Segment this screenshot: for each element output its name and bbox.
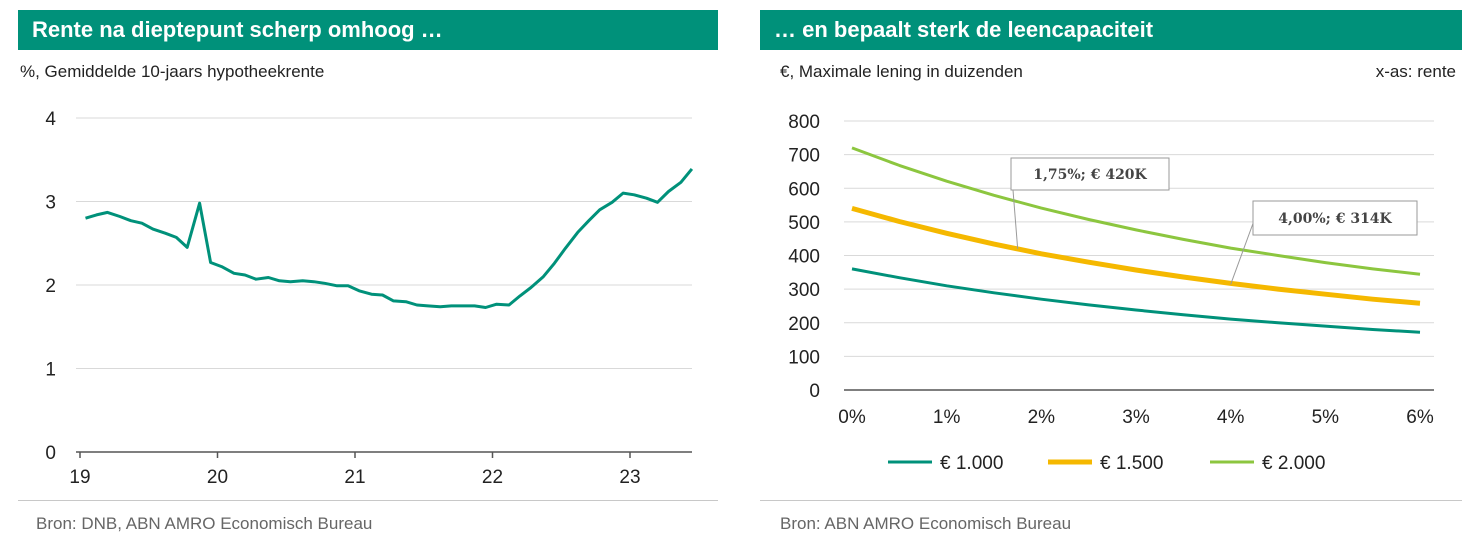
x-tick-label: 6% bbox=[1406, 407, 1434, 428]
right-source-divider bbox=[760, 500, 1462, 501]
x-tick-label: 22 bbox=[482, 467, 503, 488]
x-tick-label: 2% bbox=[1028, 407, 1056, 428]
right-chart-subtitle: €, Maximale lening in duizenden bbox=[780, 62, 1023, 81]
legend-label: € 2.000 bbox=[1262, 453, 1325, 474]
y-tick-label: 4 bbox=[45, 109, 56, 130]
right-source: Bron: ABN AMRO Economisch Bureau bbox=[780, 514, 1072, 533]
y-tick-label: 600 bbox=[788, 179, 820, 200]
right-axis-note: x-as: rente bbox=[1375, 62, 1456, 81]
y-tick-label: 400 bbox=[788, 247, 820, 268]
loan-line-1000 bbox=[851, 267, 1421, 334]
loan-line-2000 bbox=[851, 146, 1421, 276]
callout-box bbox=[1252, 200, 1418, 236]
callout-leader bbox=[1230, 217, 1256, 285]
y-tick-label: 0 bbox=[45, 443, 56, 464]
y-tick-label: 1 bbox=[45, 360, 56, 381]
x-tick-label: 4% bbox=[1217, 407, 1245, 428]
y-tick-label: 200 bbox=[788, 314, 820, 335]
left-source-divider bbox=[18, 500, 718, 501]
right-chart-panel: … en bepaalt sterk de leencapaciteit €, … bbox=[740, 0, 1478, 549]
y-tick-label: 700 bbox=[788, 146, 820, 167]
x-tick-label: 5% bbox=[1312, 407, 1340, 428]
y-tick-label: 2 bbox=[45, 276, 56, 297]
x-tick-label: 23 bbox=[619, 467, 640, 488]
legend-label: € 1.000 bbox=[940, 453, 1003, 474]
callout-label: 4,00%; € 314K bbox=[1278, 211, 1392, 227]
callout-label: 1,75%; € 420K bbox=[1033, 167, 1147, 183]
left-chart-title: Rente na dieptepunt scherp omhoog … bbox=[18, 10, 718, 50]
x-tick-label: 3% bbox=[1122, 407, 1150, 428]
right-chart-title: … en bepaalt sterk de leencapaciteit bbox=[760, 10, 1462, 50]
y-tick-label: 3 bbox=[45, 193, 56, 214]
callout-box bbox=[1010, 157, 1170, 191]
left-chart-panel: Rente na dieptepunt scherp omhoog … %, G… bbox=[18, 10, 718, 533]
x-tick-label: 0% bbox=[838, 407, 866, 428]
mortgage-rate-line bbox=[85, 167, 694, 309]
x-tick-label: 1% bbox=[933, 407, 961, 428]
y-tick-label: 800 bbox=[788, 112, 820, 133]
y-tick-label: 0 bbox=[809, 381, 820, 402]
y-tick-label: 100 bbox=[788, 347, 820, 368]
legend-label: € 1.500 bbox=[1100, 453, 1163, 474]
callout-leader bbox=[1012, 189, 1019, 249]
y-tick-label: 300 bbox=[788, 280, 820, 301]
right-line-chart: 0 100 200 300 400 500 600 700 800 0% 1% 2% 3% 4% 5% 6% 1… bbox=[788, 112, 1434, 474]
y-tick-label: 500 bbox=[788, 213, 820, 234]
x-tick-label: 19 bbox=[69, 467, 90, 488]
loan-line-1500 bbox=[851, 205, 1421, 306]
x-tick-label: 20 bbox=[207, 467, 228, 488]
left-source: Bron: DNB, ABN AMRO Economisch Bureau bbox=[36, 514, 373, 533]
left-chart-subtitle: %, Gemiddelde 10-jaars hypotheekrente bbox=[20, 62, 325, 81]
x-tick-label: 21 bbox=[344, 467, 365, 488]
